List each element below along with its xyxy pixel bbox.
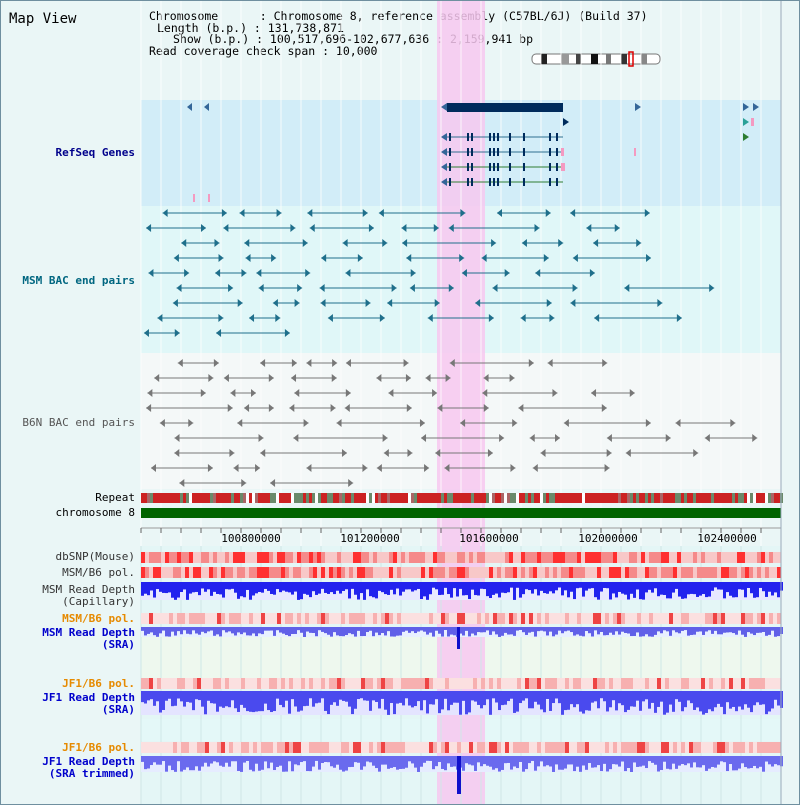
tick-label: 101200000: [340, 532, 400, 545]
refseq-genes[interactable]: [187, 103, 759, 202]
tick-label: 102000000: [578, 532, 638, 545]
tick-label: 102400000: [697, 532, 757, 545]
track-label-repeat[interactable]: Repeat: [95, 491, 135, 504]
track-label-msm-depth-cap[interactable]: MSM Read Depth (Capillary): [42, 583, 135, 608]
depth-tracks[interactable]: [141, 582, 783, 794]
chromosome-ideogram[interactable]: [531, 51, 661, 67]
region-info: Chromosome : Chromosome 8, reference ass…: [149, 10, 648, 57]
track-label-dbsnp[interactable]: dbSNP(Mouse): [55, 550, 135, 563]
track-label-msm-pol-1[interactable]: MSM/B6 pol.: [62, 566, 135, 579]
chromosome-bar[interactable]: [141, 508, 781, 518]
heat-tracks[interactable]: [141, 552, 781, 753]
track-label-b6n-bac[interactable]: B6N BAC end pairs: [22, 416, 135, 429]
tick-label: 100800000: [221, 532, 281, 545]
track-label-chromosome: chromosome 8: [55, 506, 135, 519]
tick-label: 101600000: [459, 532, 519, 545]
track-label-jf1-pol-1[interactable]: JF1/B6 pol.: [62, 677, 135, 690]
track-label-jf1-pol-2[interactable]: JF1/B6 pol.: [62, 741, 135, 754]
msm-bac-pairs[interactable]: [143, 209, 715, 337]
coordinate-axis: [140, 527, 782, 533]
ideogram-position-marker: [628, 51, 634, 67]
track-label-jf1-depth-trim[interactable]: JF1 Read Depth (SRA trimmed): [42, 755, 135, 780]
b6n-bac-pairs[interactable]: [146, 359, 758, 487]
track-label-jf1-depth-sra[interactable]: JF1 Read Depth (SRA): [42, 691, 135, 716]
track-label-msm-pol-2[interactable]: MSM/B6 pol.: [62, 612, 135, 625]
view-title: Map View: [9, 11, 77, 27]
track-label-msm-bac[interactable]: MSM BAC end pairs: [22, 274, 135, 287]
repeat-track[interactable]: [141, 493, 783, 503]
track-label-refseq[interactable]: RefSeq Genes: [55, 146, 135, 159]
track-label-msm-depth-sra[interactable]: MSM Read Depth (SRA): [42, 626, 135, 651]
length-info: Length (b.p.) : 131,738,871: [157, 20, 344, 35]
